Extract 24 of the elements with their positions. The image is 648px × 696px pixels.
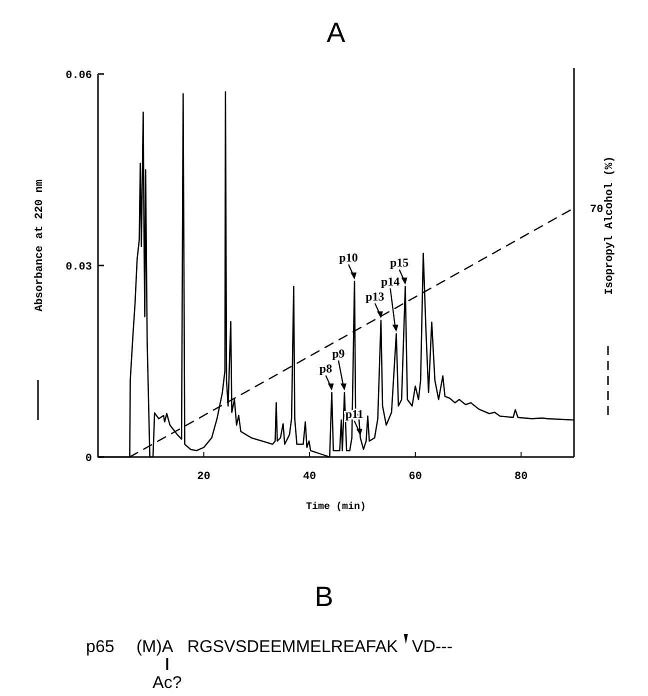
y2-axis-title: Isopropyl Alcohol (%) (604, 156, 616, 295)
annotation: p14 (380, 274, 400, 288)
text: (M)A (136, 637, 174, 656)
annotation: p10 (339, 250, 358, 264)
x-tick-label: 20 (197, 471, 210, 483)
text: VD--- (412, 637, 452, 656)
x-tick-label: 60 (408, 471, 422, 483)
y-tick-label: 0.03 (66, 262, 92, 274)
annotation: p15 (390, 256, 409, 270)
text: RGSVSDEEMMELREAFAK (187, 637, 399, 656)
chart-title: A (326, 17, 346, 48)
annotation: p9 (332, 346, 345, 361)
y-tick-label: 0.06 (66, 70, 92, 82)
text: p65 (86, 637, 114, 656)
x-axis-title: Time (min) (306, 501, 366, 513)
text: Ac? (152, 673, 182, 692)
y-tick-label: 0 (85, 453, 92, 465)
annotation: p8 (319, 362, 332, 376)
annotation: p13 (366, 289, 384, 304)
text: B (314, 581, 334, 612)
annotation: 70 (590, 204, 604, 216)
y-axis-title: Absorbance at 220 nm (34, 179, 46, 312)
x-tick-label: 80 (514, 471, 528, 483)
x-tick-label: 40 (302, 471, 316, 483)
